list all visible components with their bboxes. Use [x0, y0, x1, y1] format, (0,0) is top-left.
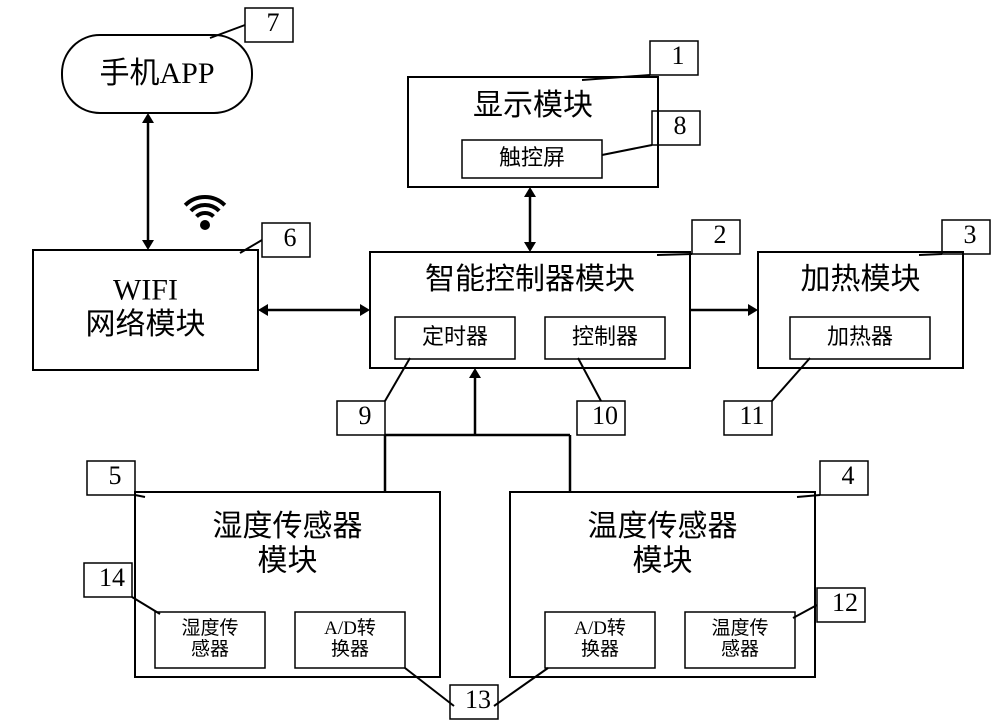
svg-text:13: 13	[465, 685, 491, 714]
svg-text:湿度传: 湿度传	[181, 617, 238, 639]
svg-text:7: 7	[267, 8, 280, 37]
diagram-canvas: 手机APP 显示模块触控屏 WIFI网络模块 智能控制器模块定时器 控制器 加热模块加热器…	[0, 0, 1000, 727]
svg-text:9: 9	[359, 401, 372, 430]
callout-11: 11	[724, 358, 810, 435]
svg-text:感器: 感器	[721, 638, 759, 660]
svg-text:6: 6	[284, 223, 297, 252]
svg-text:加热器: 加热器	[827, 324, 893, 349]
subnode-ctrl: 控制器	[545, 317, 665, 359]
svg-text:1: 1	[672, 41, 685, 70]
svg-text:WIFI: WIFI	[113, 274, 178, 307]
svg-text:4: 4	[842, 461, 855, 490]
subnode-tadc: A/D转换器	[545, 612, 655, 668]
svg-text:5: 5	[109, 461, 122, 490]
svg-text:加热模块: 加热模块	[801, 263, 921, 296]
svg-text:控制器: 控制器	[572, 324, 638, 349]
svg-text:网络模块: 网络模块	[86, 308, 206, 341]
svg-text:手机APP: 手机APP	[99, 57, 214, 90]
subnode-heat: 加热器	[790, 317, 930, 359]
svg-text:显示模块: 显示模块	[473, 89, 593, 122]
subnode-hadc: A/D转换器	[295, 612, 405, 668]
svg-text:模块: 模块	[258, 545, 318, 578]
callout-1: 1	[582, 41, 698, 80]
svg-text:定时器: 定时器	[422, 324, 488, 349]
node-temperature: 温度传感器模块A/D转换器温度传感器	[510, 492, 815, 677]
callout-6: 6	[240, 223, 310, 257]
svg-text:10: 10	[592, 401, 618, 430]
svg-text:湿度传感器: 湿度传感器	[213, 510, 363, 543]
callout-14: 14	[84, 563, 160, 614]
node-display: 显示模块触控屏	[408, 77, 658, 187]
svg-text:温度传感器: 温度传感器	[588, 510, 738, 543]
callout-10: 10	[577, 358, 625, 435]
callout-12: 12	[793, 588, 865, 622]
subnode-hsensor: 湿度传感器	[155, 612, 265, 668]
svg-text:换器: 换器	[331, 638, 369, 660]
node-phone: 手机APP	[62, 35, 252, 113]
node-humidity: 湿度传感器模块湿度传感器A/D转换器	[135, 492, 440, 677]
node-wifi: WIFI网络模块	[33, 250, 258, 370]
node-heater: 加热模块加热器	[758, 252, 963, 368]
callout-13: 13	[405, 668, 548, 719]
svg-text:A/D转: A/D转	[574, 617, 626, 639]
svg-text:11: 11	[739, 401, 764, 430]
subnode-touch: 触控屏	[462, 140, 602, 178]
svg-text:模块: 模块	[633, 545, 693, 578]
callout-8: 8	[602, 111, 700, 155]
svg-text:12: 12	[832, 588, 858, 617]
subnode-timer: 定时器	[395, 317, 515, 359]
svg-text:3: 3	[964, 220, 977, 249]
node-controller: 智能控制器模块定时器 控制器	[370, 252, 690, 368]
svg-text:14: 14	[99, 563, 125, 592]
svg-text:8: 8	[674, 111, 687, 140]
callout-3: 3	[919, 220, 990, 255]
svg-text:触控屏: 触控屏	[499, 145, 565, 170]
svg-text:换器: 换器	[581, 638, 619, 660]
wifi-icon	[185, 197, 225, 230]
svg-text:温度传: 温度传	[711, 617, 768, 639]
callout-2: 2	[657, 220, 740, 255]
subnode-tsensor: 温度传感器	[685, 612, 795, 668]
svg-text:A/D转: A/D转	[324, 617, 376, 639]
callout-9: 9	[337, 358, 410, 435]
svg-text:智能控制器模块: 智能控制器模块	[425, 263, 635, 296]
svg-text:感器: 感器	[191, 638, 229, 660]
svg-text:2: 2	[714, 220, 727, 249]
